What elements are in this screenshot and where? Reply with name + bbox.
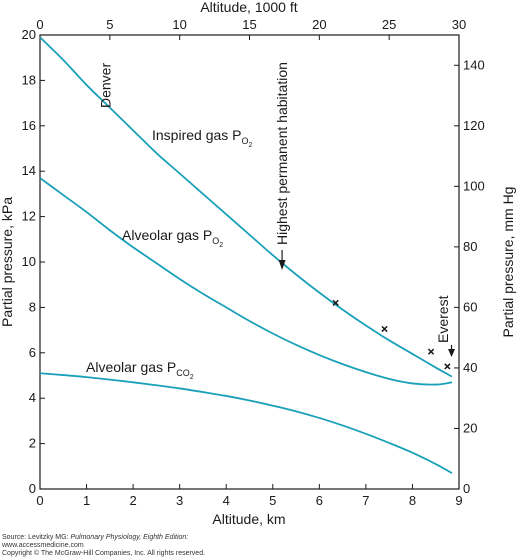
- y-left-tick-label: 6: [29, 345, 36, 360]
- x-mark-stroke: [332, 299, 339, 306]
- y-right-tick-label: 40: [463, 360, 477, 375]
- y-left-tick-label: 20: [22, 27, 36, 42]
- y-left-tick-label: 4: [29, 390, 36, 405]
- y-right-tick-label: 80: [463, 239, 477, 254]
- x-bottom-tick-label: 7: [362, 493, 369, 508]
- highest-habitation-label: Highest permanent habitation: [274, 62, 290, 245]
- y-right-tick-label: 0: [463, 481, 470, 496]
- x-bottom-tick-label: 2: [129, 493, 136, 508]
- x-bottom-tick-label: 6: [316, 493, 323, 508]
- alveolar-co2-label: Alveolar gas PCO2: [86, 359, 194, 381]
- x-mark-stroke: [444, 363, 451, 370]
- x-top-axis-title: Altitude, 1000 ft: [200, 0, 297, 15]
- axis-ticks: 0 1 2 3 4 5 6 7 8 90 5 10 15 20 25 30024681012141618200…: [22, 17, 485, 508]
- y-left-tick-label: 12: [22, 209, 36, 224]
- everest-arrowhead: [448, 349, 456, 357]
- source-line-2: www.accessmedicine.com: [2, 542, 84, 549]
- y-left-tick-label: 18: [22, 72, 36, 87]
- series-lines: [39, 36, 453, 474]
- y-left-tick-label: 8: [29, 299, 36, 314]
- x-bottom-axis-title: Altitude, km: [212, 511, 285, 527]
- x-bottom-tick-label: 5: [269, 493, 276, 508]
- y-right-tick-label: 20: [463, 420, 477, 435]
- y-left-tick-label: 0: [29, 481, 36, 496]
- x-bottom-tick-label: 0: [36, 493, 43, 508]
- denver-label: Denver: [97, 63, 113, 108]
- y-right-axis-title: Partial pressure, mm Hg: [500, 187, 516, 338]
- x-mark-stroke: [381, 325, 388, 333]
- x-bottom-tick-label: 9: [455, 493, 462, 508]
- observation-marks: [332, 299, 451, 370]
- x-top-tick-label: 25: [382, 17, 396, 32]
- observation-x-mark: [332, 299, 339, 306]
- source-line-1: Source: Levitzky MG: Pulmonary Physiolog…: [2, 534, 189, 541]
- y-left-tick-label: 16: [22, 118, 36, 133]
- annotations: Denver Highest permanent habitation Everes…: [97, 62, 456, 357]
- alveolar-po2-line: [39, 177, 453, 386]
- x-top-tick-label: 15: [242, 17, 256, 32]
- y-right-tick-label: 120: [463, 118, 485, 133]
- y-left-tick-label: 10: [22, 254, 36, 269]
- observation-x-mark: [427, 348, 435, 355]
- inspired-po2-line: [39, 36, 453, 378]
- x-mark-stroke: [427, 348, 435, 355]
- x-bottom-tick-label: 8: [409, 493, 416, 508]
- x-bottom-tick-label: 3: [176, 493, 183, 508]
- habitation-arrowhead: [278, 260, 286, 270]
- x-top-tick-label: 0: [36, 17, 43, 32]
- everest-label: Everest: [435, 295, 451, 343]
- observation-x-mark: [444, 363, 451, 370]
- y-right-tick-label: 100: [463, 178, 485, 193]
- x-top-tick-label: 10: [172, 17, 186, 32]
- y-right-tick-label: 60: [463, 299, 477, 314]
- y-left-tick-label: 14: [22, 163, 36, 178]
- alveolar-o2-label: Alveolar gas PO2: [122, 227, 223, 249]
- observation-x-mark: [381, 325, 388, 333]
- x-top-tick-label: 5: [106, 17, 113, 32]
- x-bottom-tick-label: 1: [83, 493, 90, 508]
- inspired-gas-label: Inspired gas PO2: [152, 127, 253, 149]
- source-line-3: Copyright © The McGraw-Hill Companies, I…: [2, 550, 206, 557]
- alveolar-pco2-line: [39, 372, 453, 474]
- y-right-tick-label: 140: [463, 57, 485, 72]
- y-left-tick-label: 2: [29, 436, 36, 451]
- x-top-tick-label: 20: [312, 17, 326, 32]
- y-left-axis-title: Partial pressure, kPa: [0, 197, 15, 327]
- x-top-tick-label: 30: [452, 17, 466, 32]
- x-bottom-tick-label: 4: [223, 493, 230, 508]
